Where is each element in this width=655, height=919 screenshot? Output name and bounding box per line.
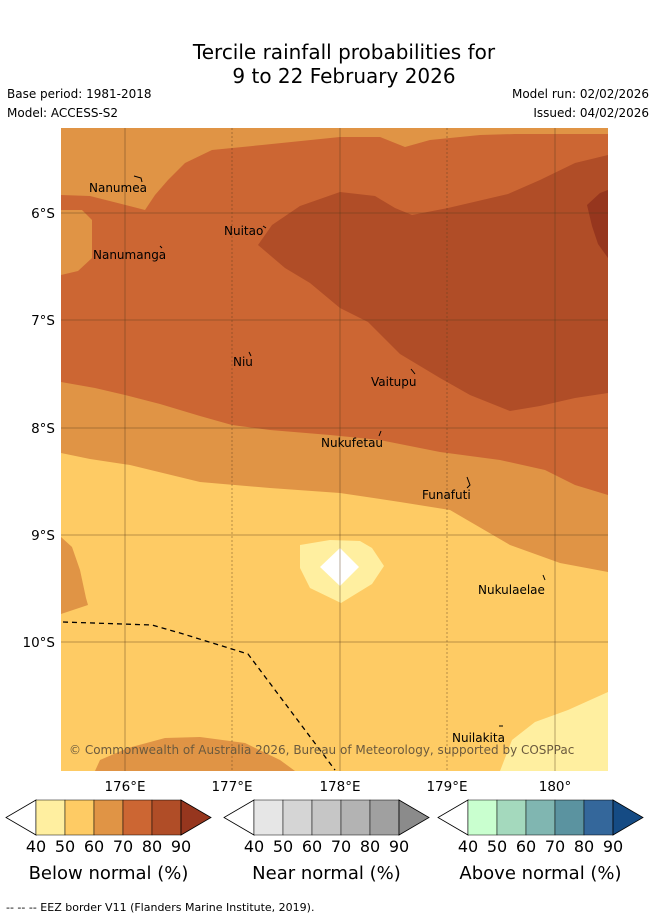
lon-label-177e: 177°E xyxy=(211,779,252,795)
below-colorbar-segment xyxy=(64,799,95,836)
below-colorbar-low-extend xyxy=(5,799,37,836)
above-colorbar-tick-label: 70 xyxy=(545,837,565,856)
below-colorbar-tick-label: 60 xyxy=(84,837,104,856)
above-colorbar-low-extend xyxy=(437,799,469,836)
nukulaelae-island-icon xyxy=(542,574,546,581)
below-60-70-west-blob xyxy=(61,537,88,614)
near-colorbar-high-extend xyxy=(398,799,430,836)
below-60-70-south xyxy=(95,737,295,771)
nuitao-island-icon xyxy=(262,225,267,229)
below-colorbar-tick-label: 50 xyxy=(55,837,75,856)
issued-text: Issued: 04/02/2026 xyxy=(533,106,649,120)
place-label-funafuti: Funafuti xyxy=(422,488,471,502)
near-colorbar-segment xyxy=(311,799,342,836)
below-colorbar-title: Below normal (%) xyxy=(29,863,189,884)
near-colorbar-title: Near normal (%) xyxy=(252,863,401,884)
near-colorbar-segment xyxy=(369,799,400,836)
near-colorbar-tick-label: 50 xyxy=(273,837,293,856)
above-colorbar-segment xyxy=(496,799,527,836)
below-colorbar-segment xyxy=(93,799,124,836)
map-title-line2: 9 to 22 February 2026 xyxy=(232,64,456,88)
below-normal-colorbar: 40 50 60 70 80 90 Below normal (%) xyxy=(5,799,212,884)
lat-label-8s: 8°S xyxy=(31,421,55,437)
below-colorbar-tick-label: 40 xyxy=(26,837,46,856)
eez-border-footnote: -- -- -- EEZ border V11 (Flanders Marine… xyxy=(6,901,314,914)
near-colorbar-tick-label: 60 xyxy=(302,837,322,856)
nanumanga-island-icon xyxy=(159,245,163,249)
above-colorbar-tick-label: 80 xyxy=(574,837,594,856)
model-text: Model: ACCESS-S2 xyxy=(7,106,119,120)
lon-label-178e: 178°E xyxy=(319,779,360,795)
island-outlines xyxy=(133,175,546,727)
near-colorbar-tick-label: 70 xyxy=(331,837,351,856)
above-colorbar-segment xyxy=(583,799,614,836)
above-colorbar-segment xyxy=(525,799,556,836)
near-normal-colorbar: 40 50 60 70 80 90 Near normal (%) xyxy=(223,799,430,884)
below-40-50-southeast xyxy=(500,692,608,771)
nanumea-island-icon xyxy=(133,175,143,183)
near-normal-white-patch xyxy=(320,548,359,586)
place-label-nukufetau: Nukufetau xyxy=(321,436,383,450)
copyright-text: © Commonwealth of Australia 2026, Bureau… xyxy=(69,743,574,757)
near-colorbar-tick-label: 90 xyxy=(389,837,409,856)
place-label-vaitupu: Vaitupu xyxy=(371,375,417,389)
above-colorbar-segment xyxy=(554,799,585,836)
above-colorbar-tick-label: 50 xyxy=(487,837,507,856)
place-labels: Nanumea Nanumanga Nuitao Niu Vaitupu Nuk… xyxy=(89,181,545,745)
near-colorbar-segment xyxy=(282,799,313,836)
place-label-niu: Niu xyxy=(233,355,253,369)
lat-label-6s: 6°S xyxy=(31,206,55,222)
lon-label-180: 180° xyxy=(539,779,572,795)
above-colorbar-high-extend xyxy=(612,799,644,836)
below-colorbar-tick-label: 90 xyxy=(171,837,191,856)
lat-label-9s: 9°S xyxy=(31,528,55,544)
place-label-nanumanga: Nanumanga xyxy=(93,248,166,262)
nukufetau-island-icon xyxy=(378,430,382,437)
below-90-plus-region xyxy=(587,190,608,258)
near-colorbar-segment xyxy=(253,799,284,836)
below-colorbar-high-extend xyxy=(180,799,212,836)
below-colorbar-segment xyxy=(122,799,153,836)
below-colorbar-tick-label: 80 xyxy=(142,837,162,856)
lat-label-7s: 7°S xyxy=(31,313,55,329)
place-label-nukulaelae: Nukulaelae xyxy=(478,583,545,597)
lat-label-10s: 10°S xyxy=(23,635,56,651)
above-colorbar-segment xyxy=(467,799,498,836)
above-colorbar-tick-label: 40 xyxy=(458,837,478,856)
above-colorbar-tick-label: 90 xyxy=(603,837,623,856)
funafuti-island-icon xyxy=(466,476,471,489)
near-colorbar-tick-label: 40 xyxy=(244,837,264,856)
vaitupu-island-icon xyxy=(410,368,416,375)
above-colorbar-title: Above normal (%) xyxy=(459,863,621,884)
near-colorbar-tick-label: 80 xyxy=(360,837,380,856)
place-label-nuitao: Nuitao xyxy=(224,224,263,238)
place-label-nanumea: Nanumea xyxy=(89,181,147,195)
lon-label-179e: 179°E xyxy=(426,779,467,795)
rainfall-probability-map: Nanumea Nanumanga Nuitao Niu Vaitupu Nuk… xyxy=(61,128,608,771)
lon-label-176e: 176°E xyxy=(104,779,145,795)
below-colorbar-segment xyxy=(35,799,66,836)
above-colorbar-tick-label: 60 xyxy=(516,837,536,856)
near-colorbar-low-extend xyxy=(223,799,255,836)
graticule xyxy=(61,128,608,771)
eez-border-line xyxy=(62,621,336,771)
below-colorbar-segment xyxy=(151,799,182,836)
near-colorbar-segment xyxy=(340,799,371,836)
niu-island-icon xyxy=(248,351,252,357)
above-normal-colorbar: 40 50 60 70 80 90 Above normal (%) xyxy=(437,799,644,884)
below-colorbar-tick-label: 70 xyxy=(113,837,133,856)
map-title-line1: Tercile rainfall probabilities for xyxy=(192,40,496,64)
below-80-90-region xyxy=(258,155,608,411)
base-period-text: Base period: 1981-2018 xyxy=(7,87,152,101)
longitude-labels: 176°E 177°E 178°E 179°E 180° xyxy=(104,779,571,795)
model-run-text: Model run: 02/02/2026 xyxy=(511,87,649,101)
latitude-labels: 6°S 7°S 8°S 9°S 10°S xyxy=(23,206,56,651)
place-label-nuilakita: Nuilakita xyxy=(452,731,505,745)
